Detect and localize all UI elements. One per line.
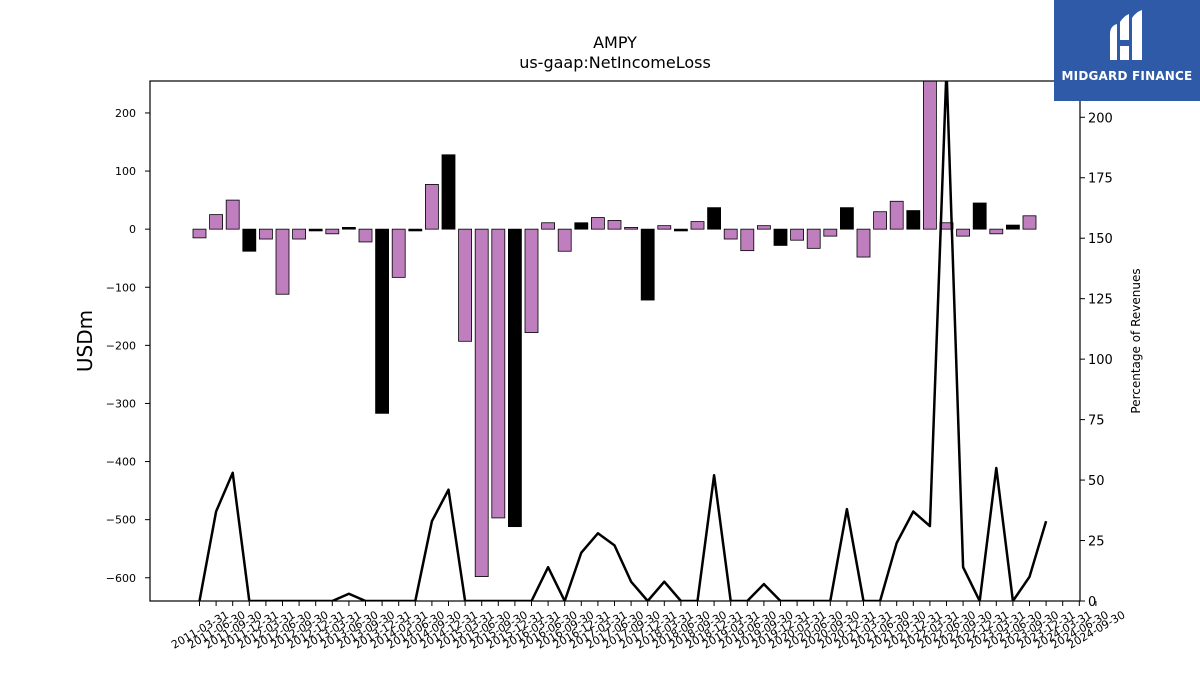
bar — [541, 222, 555, 230]
percentage-line — [198, 81, 1048, 601]
bar — [524, 228, 539, 333]
bar — [591, 217, 605, 230]
bar — [790, 228, 804, 241]
bar — [358, 228, 373, 243]
y2-axis-label: Percentage of Revenues — [1129, 268, 1143, 413]
bar — [292, 228, 307, 240]
bar — [773, 228, 788, 246]
y2-tick-label: 25 — [1088, 535, 1105, 550]
y-tick-label: −300 — [106, 397, 136, 410]
chart-subtitle: us-gaap:NetIncomeLoss — [519, 53, 711, 72]
bar — [624, 227, 638, 230]
bar — [956, 228, 970, 237]
bar — [341, 227, 356, 230]
bar — [607, 220, 622, 230]
bar — [823, 228, 838, 237]
y2-tick-label: 100 — [1088, 353, 1113, 368]
bar — [192, 228, 207, 239]
bar — [856, 228, 871, 258]
bar — [557, 228, 572, 252]
bar — [391, 228, 406, 278]
bar — [507, 228, 522, 528]
bar — [424, 184, 439, 230]
bar — [225, 199, 240, 230]
bar — [740, 228, 755, 252]
bar — [889, 200, 904, 230]
y2-tick-label: 125 — [1088, 293, 1113, 308]
bar — [674, 228, 688, 232]
bar — [408, 228, 423, 232]
y2-tick-label: 0 — [1088, 595, 1096, 610]
y-tick-label: 0 — [129, 223, 136, 236]
bar-group — [192, 81, 1037, 577]
chart-title: AMPY — [593, 33, 637, 52]
y-tick-label: 100 — [115, 165, 136, 178]
bar — [640, 228, 655, 301]
y2-tick-label: 75 — [1088, 414, 1105, 429]
bar — [275, 228, 290, 295]
logo-text: MIDGARD FINANCE — [1061, 69, 1193, 83]
bar — [474, 228, 489, 577]
y-tick-label: −400 — [106, 456, 136, 469]
bar — [308, 228, 323, 232]
bar — [840, 207, 854, 230]
bar — [1006, 224, 1020, 230]
bar — [972, 202, 987, 230]
bar — [707, 207, 721, 230]
plot-frame — [149, 80, 1081, 602]
bar — [757, 225, 771, 230]
bar — [375, 228, 390, 414]
bar — [258, 228, 273, 240]
bar — [923, 81, 937, 230]
y2-tick-label: 200 — [1088, 111, 1113, 126]
line-group — [198, 81, 1048, 601]
bar — [690, 221, 705, 230]
y-tick-label: −100 — [106, 281, 136, 294]
bar — [441, 154, 456, 230]
bar — [873, 211, 887, 230]
logo-mark-icon — [1110, 10, 1142, 60]
y-tick-label: 200 — [115, 107, 136, 120]
y2-tick-label: 50 — [1088, 474, 1105, 489]
y-axis-label: USDm — [73, 310, 97, 372]
midgard-logo: MIDGARD FINANCE — [1054, 0, 1200, 101]
bar — [491, 228, 506, 519]
bar — [906, 210, 921, 230]
bar — [242, 228, 257, 252]
axes-group: −600 −500 −400 −300 −200 −100 0 100 200 0 25 50 75 10… — [106, 80, 1127, 652]
bar — [657, 225, 672, 230]
y2-tick-label: 175 — [1088, 172, 1113, 187]
bar — [1022, 215, 1037, 230]
y2-tick-label: 150 — [1088, 232, 1113, 247]
y-tick-label: −200 — [106, 339, 136, 352]
y-tick-label: −500 — [106, 514, 136, 527]
bar — [989, 228, 1004, 235]
bar — [723, 228, 738, 240]
bar — [806, 228, 821, 249]
y-tick-label: −600 — [106, 572, 136, 585]
bar — [458, 228, 473, 342]
bar — [209, 214, 224, 230]
bar — [325, 228, 340, 235]
bar — [574, 222, 589, 230]
